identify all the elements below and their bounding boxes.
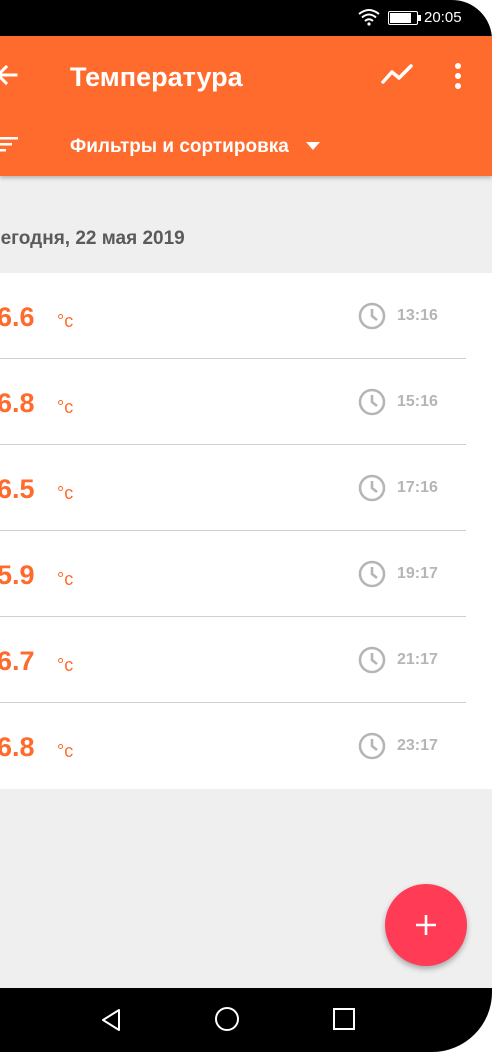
temperature-unit: °c: [57, 311, 74, 331]
status-bar: 20:05: [0, 0, 492, 36]
list-item[interactable]: 36.7 °c 21:17: [0, 617, 492, 703]
clock-icon: [358, 560, 386, 588]
plus-icon: [416, 915, 436, 935]
list-item[interactable]: 36.5 °c 17:16: [0, 445, 492, 531]
list-item[interactable]: 36.8 °c 15:16: [0, 359, 492, 445]
clock-icon: [358, 646, 386, 674]
more-vert-icon[interactable]: [446, 60, 470, 92]
home-icon[interactable]: [214, 1006, 240, 1032]
temperature-unit: °c: [57, 569, 74, 589]
recents-icon[interactable]: [332, 1007, 356, 1031]
divider: [0, 616, 466, 617]
clock-icon: [358, 474, 386, 502]
app-bar: Температура Фильтры и сортировка: [0, 36, 492, 176]
temperature-value: 36.8: [0, 732, 35, 762]
list-item[interactable]: 35.9 °c 19:17: [0, 531, 492, 617]
reading-time: 15:16: [397, 393, 438, 410]
battery-tip: [418, 15, 421, 21]
temperature-unit: °c: [57, 741, 74, 761]
temperature-unit: °c: [57, 483, 74, 503]
back-arrow-icon[interactable]: [0, 60, 24, 90]
temperature-value: 35.9: [0, 560, 35, 590]
divider: [0, 358, 466, 359]
wifi-icon: [358, 9, 380, 26]
temperature-value: 36.6: [0, 302, 35, 332]
dropdown-arrow-icon[interactable]: [306, 142, 320, 150]
clock-icon: [358, 732, 386, 760]
add-button[interactable]: [385, 884, 467, 966]
battery-icon: [388, 11, 418, 25]
clock-icon: [358, 388, 386, 416]
temperature-value: 36.7: [0, 646, 35, 676]
navigation-bar: [0, 988, 492, 1052]
reading-time: 17:16: [397, 479, 438, 496]
clock-icon: [358, 302, 386, 330]
list-item[interactable]: 36.8 °c 23:17: [0, 703, 492, 789]
date-header: сегодня, 22 мая 2019: [0, 228, 185, 249]
temperature-value: 36.8: [0, 388, 35, 418]
list-item[interactable]: 36.6 °c 13:16: [0, 273, 492, 359]
reading-time: 19:17: [397, 565, 438, 582]
page-title: Температура: [70, 62, 243, 92]
status-time: 20:05: [424, 9, 462, 26]
temperature-value: 36.5: [0, 474, 35, 504]
reading-time: 13:16: [397, 307, 438, 324]
readings-list: 36.6 °c 13:16 36.8 °c 15:16 36.5 °c: [0, 273, 492, 789]
filter-sort-label[interactable]: Фильтры и сортировка: [70, 136, 289, 157]
temperature-unit: °c: [57, 655, 74, 675]
back-icon[interactable]: [100, 1008, 122, 1032]
divider: [0, 702, 466, 703]
temperature-unit: °c: [57, 397, 74, 417]
chart-icon[interactable]: [380, 62, 414, 88]
reading-time: 23:17: [397, 737, 438, 754]
filter-icon[interactable]: [0, 136, 20, 152]
divider: [0, 530, 466, 531]
reading-time: 21:17: [397, 651, 438, 668]
divider: [0, 444, 466, 445]
